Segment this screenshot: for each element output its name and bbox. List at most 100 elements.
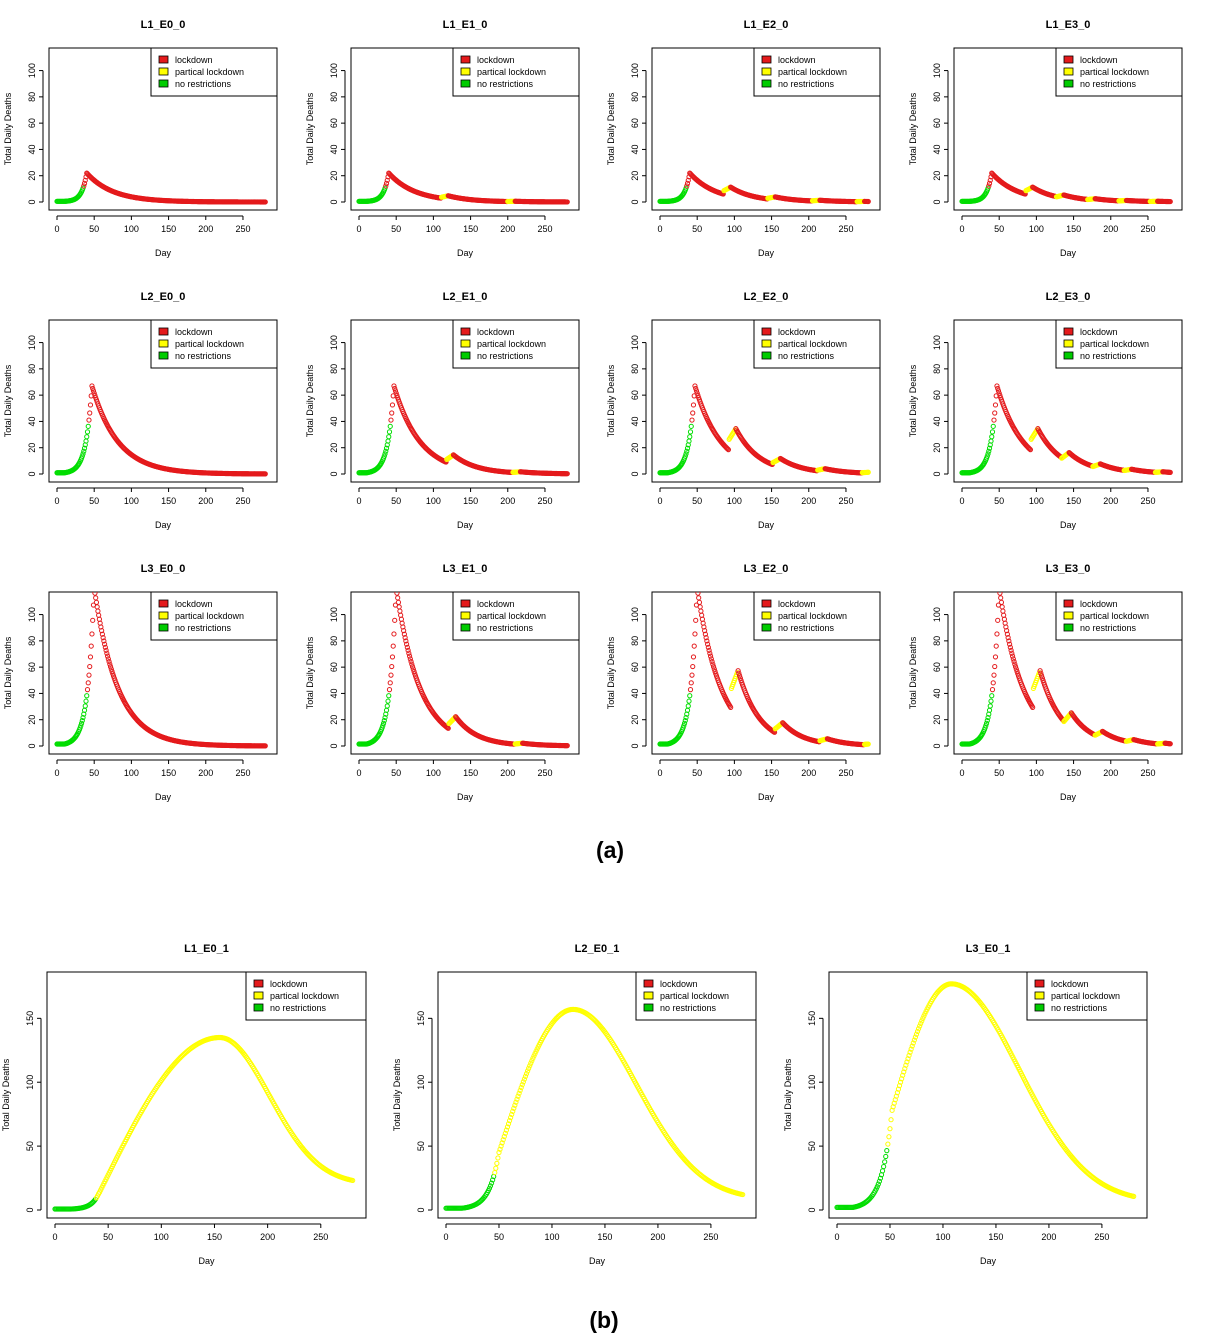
data-point — [687, 687, 694, 693]
y-tick-label: 80 — [932, 636, 942, 646]
x-tick-label: 50 — [692, 768, 702, 778]
chart-title: L2_E1_0 — [443, 291, 488, 303]
data-point — [386, 429, 393, 435]
data-point — [1012, 661, 1018, 667]
y-tick-label: 50 — [807, 1141, 817, 1151]
legend-swatch — [761, 327, 772, 336]
x-tick-label: 200 — [1103, 496, 1118, 506]
data-point — [84, 693, 90, 699]
data-point — [530, 1055, 536, 1061]
y-tick-label: 20 — [27, 715, 37, 725]
legend-box — [1055, 319, 1183, 369]
x-tick-label: 250 — [1140, 224, 1155, 234]
y-tick-label: 0 — [27, 743, 37, 748]
data-point — [496, 1149, 502, 1156]
y-tick-label: 80 — [27, 92, 37, 102]
data-point — [1009, 650, 1015, 656]
x-tick-label: 100 — [544, 1232, 559, 1242]
x-axis-label: Day — [457, 248, 474, 258]
data-point — [995, 617, 1001, 623]
data-point — [691, 643, 697, 649]
legend-label: lockdown — [175, 55, 213, 65]
y-tick-label: 100 — [630, 335, 640, 350]
chart-title: L3_E0_0 — [141, 563, 186, 575]
y-tick-label: 100 — [630, 607, 640, 622]
x-tick-label: 250 — [235, 224, 250, 234]
data-point — [1026, 445, 1032, 451]
x-tick-label: 250 — [1140, 496, 1155, 506]
data-point — [89, 631, 95, 637]
y-axis-label: Total Daily Deaths — [3, 92, 13, 165]
legend-label: partical lockdown — [778, 339, 847, 349]
x-axis-label: Day — [1060, 520, 1077, 530]
data-point — [901, 1069, 907, 1075]
y-tick-label: 0 — [329, 199, 339, 204]
legend-swatch — [460, 599, 471, 608]
legend-box — [1055, 591, 1183, 641]
data-point — [913, 1031, 920, 1037]
chart-panel-L3_E0_1: L3_E0_10 50 100 150 200 250Day050100150Total … — [783, 943, 1148, 1266]
y-tick-label: 60 — [630, 662, 640, 672]
data-point — [1010, 656, 1016, 662]
data-point — [412, 671, 418, 677]
data-point — [390, 643, 396, 649]
data-point — [689, 417, 695, 423]
legend-box — [150, 319, 278, 369]
legend-box — [245, 971, 367, 1021]
x-tick-label: 50 — [994, 224, 1004, 234]
data-point — [917, 1023, 923, 1029]
data-point — [515, 1093, 521, 1099]
data-point — [381, 718, 387, 724]
x-tick-label: 50 — [994, 768, 1004, 778]
chart-panel-L1_E0_1: L1_E0_10 50 100 150 200 250Day050100150Total … — [1, 943, 367, 1266]
data-point — [711, 666, 717, 672]
data-point — [512, 1102, 518, 1108]
data-point — [703, 635, 709, 641]
legend-label: no restrictions — [1051, 1003, 1108, 1013]
data-point — [692, 383, 698, 389]
data-point — [881, 1163, 887, 1170]
data-point — [397, 608, 403, 614]
legend-swatch — [158, 351, 169, 360]
x-tick-label: 50 — [494, 1232, 504, 1242]
data-point — [406, 653, 413, 659]
data-point — [696, 599, 703, 605]
legend-swatch — [460, 623, 471, 632]
x-tick-label: 0 — [657, 224, 662, 234]
y-tick-label: 40 — [630, 416, 640, 426]
x-tick-label: 50 — [391, 496, 401, 506]
y-tick-label: 20 — [27, 171, 37, 181]
x-tick-label: 100 — [124, 768, 139, 778]
data-point — [504, 1124, 511, 1130]
data-point — [500, 1137, 506, 1143]
data-point — [696, 595, 702, 601]
data-point — [498, 1143, 504, 1149]
data-point — [685, 177, 691, 183]
data-point — [1009, 653, 1016, 659]
data-point — [410, 666, 416, 672]
x-tick-label: 100 — [727, 496, 742, 506]
data-point — [704, 638, 710, 644]
y-tick-label: 100 — [329, 335, 339, 350]
data-point — [95, 608, 101, 614]
data-point — [919, 1018, 925, 1024]
data-point — [486, 1185, 493, 1191]
data-point — [699, 612, 705, 618]
data-point — [908, 1046, 914, 1052]
data-point — [93, 595, 99, 601]
data-point — [989, 693, 995, 699]
data-point — [387, 423, 393, 429]
x-tick-label: 50 — [89, 768, 99, 778]
y-tick-label: 40 — [932, 416, 942, 426]
data-point — [983, 720, 990, 726]
data-point — [494, 1160, 500, 1166]
data-point — [990, 423, 996, 429]
chart-panel-L2_E0_1: L2_E0_10 50 100 150 200 250Day050100150Total … — [392, 943, 757, 1266]
x-tick-label: 250 — [838, 768, 853, 778]
x-tick-label: 200 — [801, 768, 816, 778]
data-point — [80, 451, 86, 457]
